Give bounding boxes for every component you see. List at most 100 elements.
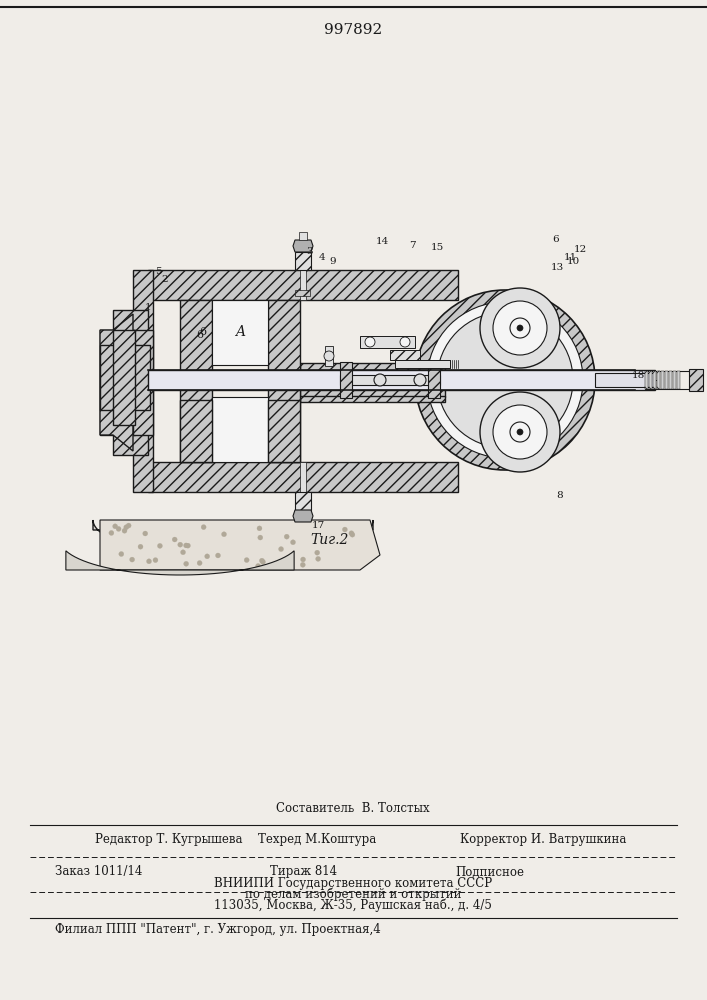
Circle shape bbox=[116, 526, 121, 531]
Circle shape bbox=[201, 525, 206, 530]
Bar bbox=[677, 371, 680, 389]
Circle shape bbox=[122, 528, 127, 533]
Circle shape bbox=[480, 392, 560, 472]
Circle shape bbox=[177, 542, 182, 547]
Text: 14: 14 bbox=[375, 237, 389, 246]
Circle shape bbox=[365, 337, 375, 347]
Circle shape bbox=[517, 429, 523, 435]
Circle shape bbox=[342, 527, 347, 532]
Circle shape bbox=[480, 288, 560, 368]
Circle shape bbox=[146, 559, 151, 564]
Text: 12: 12 bbox=[573, 245, 587, 254]
Circle shape bbox=[138, 544, 143, 549]
Bar bbox=[295, 492, 311, 510]
Text: Тираж 814: Тираж 814 bbox=[270, 865, 337, 879]
Polygon shape bbox=[93, 520, 373, 558]
Bar bbox=[689, 369, 703, 391]
Text: 9: 9 bbox=[329, 257, 337, 266]
Bar bbox=[295, 290, 310, 296]
Circle shape bbox=[510, 318, 530, 338]
Text: ВНИИПИ Государственного комитета СССР: ВНИИПИ Государственного комитета СССР bbox=[214, 876, 492, 890]
Text: 2: 2 bbox=[162, 275, 168, 284]
Circle shape bbox=[158, 543, 163, 548]
Circle shape bbox=[437, 312, 573, 448]
Text: 15: 15 bbox=[431, 243, 443, 252]
Circle shape bbox=[153, 558, 158, 563]
Circle shape bbox=[349, 531, 354, 536]
Circle shape bbox=[221, 532, 226, 537]
Circle shape bbox=[510, 422, 530, 442]
Circle shape bbox=[291, 540, 296, 545]
Circle shape bbox=[204, 554, 210, 559]
Bar bbox=[113, 330, 135, 425]
Text: Составитель  В. Толстых: Составитель В. Толстых bbox=[276, 802, 430, 814]
Text: 13: 13 bbox=[550, 263, 563, 272]
Circle shape bbox=[197, 561, 202, 566]
Circle shape bbox=[173, 537, 177, 542]
Circle shape bbox=[279, 547, 284, 552]
Bar bbox=[661, 371, 664, 389]
Text: 10: 10 bbox=[566, 257, 580, 266]
Text: 6: 6 bbox=[199, 327, 206, 337]
Circle shape bbox=[257, 526, 262, 531]
Polygon shape bbox=[100, 520, 380, 570]
Bar bbox=[300, 270, 306, 300]
Bar bbox=[180, 300, 212, 462]
Circle shape bbox=[258, 535, 263, 540]
Circle shape bbox=[256, 564, 261, 569]
Circle shape bbox=[315, 550, 320, 555]
Polygon shape bbox=[293, 240, 313, 252]
Circle shape bbox=[185, 543, 190, 548]
Circle shape bbox=[300, 562, 305, 567]
Polygon shape bbox=[293, 510, 313, 522]
Bar bbox=[299, 232, 307, 240]
Text: 6: 6 bbox=[197, 330, 204, 340]
Bar bbox=[645, 371, 690, 389]
Circle shape bbox=[112, 524, 117, 529]
Text: Подписное: Подписное bbox=[455, 865, 524, 879]
Bar bbox=[300, 462, 306, 492]
Text: A: A bbox=[235, 325, 245, 339]
Bar bbox=[300, 396, 445, 402]
Bar bbox=[360, 336, 415, 348]
Polygon shape bbox=[66, 551, 294, 575]
Text: по делам изобретений и открытий: по делам изобретений и открытий bbox=[245, 887, 461, 901]
Circle shape bbox=[517, 325, 523, 331]
Circle shape bbox=[143, 531, 148, 536]
Bar bbox=[665, 371, 668, 389]
Circle shape bbox=[216, 553, 221, 558]
Bar bbox=[669, 371, 672, 389]
Bar bbox=[133, 330, 153, 435]
Circle shape bbox=[374, 374, 386, 386]
Bar bbox=[268, 300, 300, 462]
Bar bbox=[395, 360, 450, 368]
Bar bbox=[649, 371, 652, 389]
Bar bbox=[653, 371, 656, 389]
Text: Τиг.2: Τиг.2 bbox=[311, 533, 349, 547]
Bar bbox=[325, 346, 333, 366]
Circle shape bbox=[180, 550, 185, 555]
Text: 6: 6 bbox=[553, 235, 559, 244]
Bar bbox=[390, 350, 420, 360]
Text: 17: 17 bbox=[311, 522, 325, 530]
Bar bbox=[148, 370, 655, 390]
Bar bbox=[428, 362, 440, 398]
Circle shape bbox=[184, 561, 189, 566]
Bar bbox=[300, 363, 445, 397]
Circle shape bbox=[400, 337, 410, 347]
Text: Филиал ППП "Патент", г. Ужгород, ул. Проектная,4: Филиал ППП "Патент", г. Ужгород, ул. Про… bbox=[55, 924, 381, 936]
Circle shape bbox=[493, 301, 547, 355]
Text: 1: 1 bbox=[145, 304, 151, 312]
Bar bbox=[113, 310, 148, 455]
Circle shape bbox=[259, 558, 264, 563]
Text: 997892: 997892 bbox=[324, 23, 382, 37]
Bar bbox=[212, 397, 268, 462]
Bar bbox=[133, 270, 153, 492]
Bar bbox=[673, 371, 676, 389]
Circle shape bbox=[315, 556, 320, 561]
Circle shape bbox=[244, 558, 249, 563]
Text: Корректор И. Ватрушкина: Корректор И. Ватрушкина bbox=[460, 834, 626, 846]
Text: 7: 7 bbox=[409, 241, 415, 250]
Bar bbox=[100, 345, 150, 410]
Text: 8: 8 bbox=[556, 491, 563, 500]
